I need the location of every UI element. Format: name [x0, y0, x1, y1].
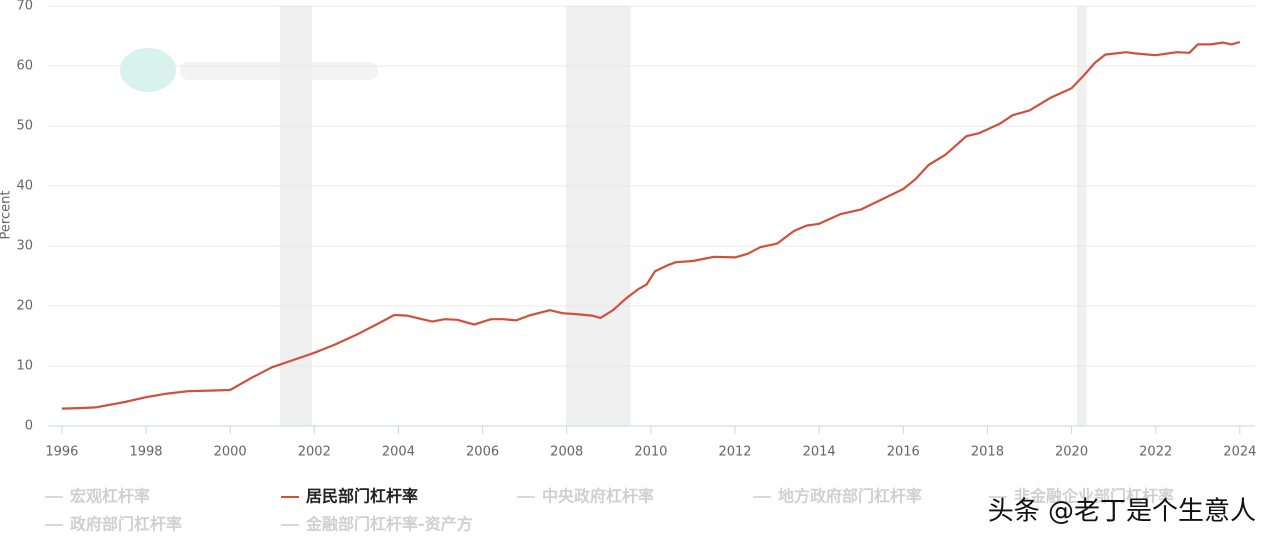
blurred-logo [120, 48, 176, 92]
legend-label: 宏观杠杆率 [70, 487, 150, 506]
x-tick-label: 2002 [298, 445, 331, 460]
x-tick-label: 2018 [971, 445, 1004, 460]
x-tick-label: 2000 [214, 445, 247, 460]
legend-label: 居民部门杠杆率 [306, 487, 418, 506]
x-tick-label: 2012 [718, 445, 751, 460]
recession-band [565, 6, 631, 426]
x-tick-label: 2024 [1223, 445, 1256, 460]
legend-label: 中央政府杠杆率 [542, 487, 654, 506]
y-tick-label: 20 [16, 299, 33, 314]
x-tick-label: 2014 [803, 445, 836, 460]
x-tick-label: 1996 [45, 445, 78, 460]
y-tick-label: 40 [16, 179, 33, 194]
legend-item[interactable]: 地方政府部门杠杆率 [753, 487, 922, 506]
y-tick-label: 0 [25, 419, 33, 434]
legend-item[interactable]: 居民部门杠杆率 [281, 487, 418, 506]
y-tick-label: 50 [16, 119, 33, 134]
y-tick-label: 70 [16, 0, 33, 14]
data-line [61, 40, 1241, 410]
x-tick-label: 2004 [382, 445, 415, 460]
x-tick-label: 2020 [1055, 445, 1088, 460]
y-tick-label: 30 [16, 239, 33, 254]
watermark: 头条 @老丁是个生意人 [988, 497, 1256, 527]
y-tick-label: 10 [16, 359, 33, 374]
blurred-text [180, 62, 378, 80]
legend-item[interactable]: 政府部门杠杆率 [45, 515, 182, 534]
y-axis-label: Percent [0, 191, 14, 240]
x-tick-label: 2006 [466, 445, 499, 460]
legend-item[interactable]: 中央政府杠杆率 [517, 487, 654, 506]
legend-label: 政府部门杠杆率 [70, 515, 182, 534]
y-tick-label: 60 [16, 59, 33, 74]
legend-item[interactable]: 金融部门杠杆率-资产方 [281, 515, 473, 534]
x-tick-label: 2008 [550, 445, 583, 460]
x-tick-label: 1998 [129, 445, 162, 460]
legend-label: 非金融企业部门杠杆率 [1014, 487, 1174, 506]
x-tick-label: 2010 [634, 445, 667, 460]
legend-label: 金融部门杠杆率-资产方 [305, 515, 473, 534]
legend-item[interactable]: 宏观杠杆率 [45, 487, 150, 506]
x-tick-label: 2016 [887, 445, 920, 460]
legend-label: 地方政府部门杠杆率 [778, 487, 922, 506]
legend-item[interactable]: 非金融企业部门杠杆率 [989, 487, 1174, 506]
x-tick-label: 2022 [1139, 445, 1172, 460]
recession-band [1077, 6, 1087, 426]
